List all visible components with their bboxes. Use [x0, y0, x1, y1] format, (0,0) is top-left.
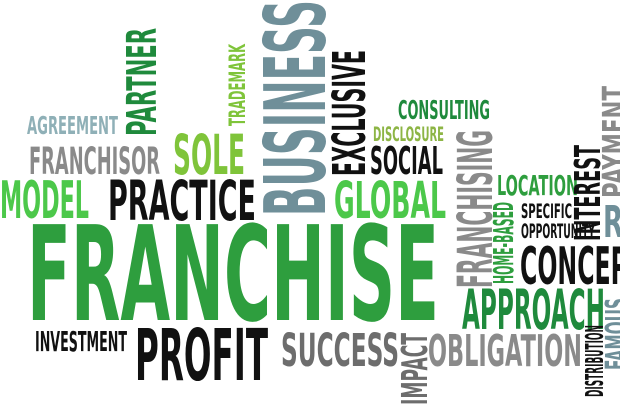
word-location: LOCATION [497, 171, 579, 203]
word-impact: IMPACT [395, 333, 437, 405]
word-ri: RI [603, 201, 620, 245]
word-practice: PRACTICE [108, 168, 256, 233]
word-exclusive: EXCLUSIVE [322, 49, 376, 176]
word-home-based: HOME-BASED [489, 201, 521, 284]
word-sole: SOLE [173, 122, 246, 187]
word-opportunity: OPPORTUNITY [521, 220, 595, 244]
word-specific: SPECIFIC [521, 200, 573, 224]
word-success: SUCCESS [281, 323, 400, 377]
word-partner: PARTNER [118, 27, 167, 136]
word-disclosure: DISCLOSURE [373, 123, 445, 147]
word-payment: PAYMENT [594, 85, 620, 198]
word-franchisor: FRANCHISOR [29, 140, 161, 183]
word-model: MODEL [0, 170, 90, 231]
word-famous: FAMOUS [599, 297, 620, 370]
word-concep: CONCEP [520, 236, 620, 297]
word-investment: INVESTMENT [35, 327, 128, 359]
word-profit: PROFIT [135, 314, 269, 398]
word-franchise: FRANCHISE [27, 199, 440, 353]
word-consulting: CONSULTING [398, 96, 491, 127]
word-global: GLOBAL [334, 171, 447, 231]
word-agreement: AGREEMENT [27, 110, 118, 140]
word-approach: APPROACH [462, 277, 605, 342]
word-obligation: OBLIGATION [428, 326, 582, 378]
word-social: SOCIAL [370, 138, 444, 184]
